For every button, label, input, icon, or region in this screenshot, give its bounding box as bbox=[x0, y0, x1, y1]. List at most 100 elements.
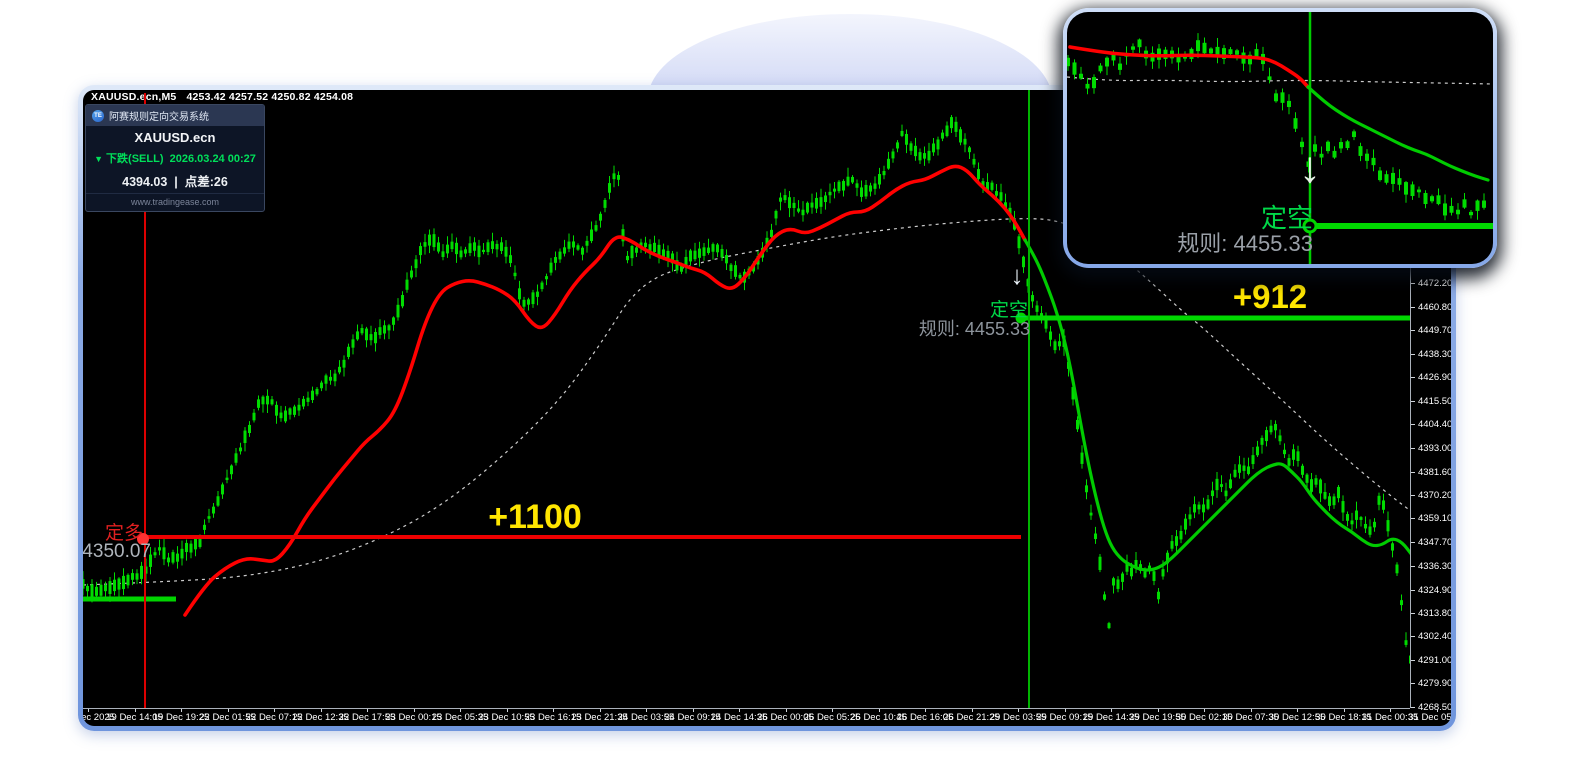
down-triangle-icon: ▼ bbox=[94, 154, 104, 164]
website-link[interactable]: www.tradingease.com bbox=[86, 193, 264, 211]
spread-value: 点差:26 bbox=[184, 175, 228, 189]
time-tick: 29 Dec 19:55 bbox=[1129, 712, 1186, 723]
price-tick: 4359.10 bbox=[1411, 513, 1451, 524]
signal-row: ▼ 下跌(SELL) 2026.03.24 00:27 bbox=[86, 148, 264, 168]
long-rule-price: 规则: 4350.07 bbox=[83, 541, 151, 562]
time-tick: 26 Dec 10:45 bbox=[850, 712, 907, 723]
time-tick-mark bbox=[971, 709, 973, 712]
time-tick: 23 Dec 00:15 bbox=[385, 712, 442, 723]
sell-arrow: ↓ bbox=[1011, 260, 1024, 290]
time-tick-mark bbox=[367, 709, 368, 712]
time-tick-mark bbox=[1390, 709, 1391, 712]
inset-chart-surface: ↓ 定空 规则: 4455.33 bbox=[1067, 12, 1493, 264]
info-panel-header: TE 阿赛规则定向交易系统 bbox=[86, 105, 264, 126]
chart-surface: XAUUSD.ecn,M5 4253.42 4257.52 4250.82 42… bbox=[83, 90, 1451, 726]
time-tick: 24 Dec 14:35 bbox=[710, 712, 768, 723]
time-tick: 31 Dec 00:35 bbox=[1361, 712, 1419, 723]
time-tick-mark bbox=[599, 709, 601, 712]
price-tick: 4393.00 bbox=[1411, 443, 1451, 454]
inset-short-label: 定空 bbox=[1260, 203, 1313, 233]
time-tick: 22 Dec 07:15 bbox=[245, 712, 303, 723]
time-tick-mark bbox=[506, 709, 508, 712]
time-tick: 31 Dec 05:55 bbox=[1408, 712, 1451, 723]
price-tick: 4291.00 bbox=[1411, 655, 1451, 666]
long-profit-label: +1100 bbox=[488, 498, 582, 536]
time-tick: 30 Dec 07:35 bbox=[1222, 712, 1279, 723]
time-tick-mark bbox=[646, 709, 647, 712]
time-tick-mark bbox=[692, 709, 694, 712]
time-tick-mark bbox=[88, 709, 89, 712]
signal-direction: 下跌(SELL) bbox=[106, 153, 164, 165]
short-profit-label: +912 bbox=[1232, 278, 1308, 315]
price-tick: 4404.40 bbox=[1411, 419, 1451, 430]
time-tick-mark bbox=[739, 709, 740, 712]
time-tick: 19 Dec 14:05 bbox=[106, 712, 163, 723]
time-tick: 26 Dec 16:05 bbox=[896, 712, 954, 723]
time-tick-mark bbox=[785, 709, 787, 712]
time-tick-mark bbox=[1111, 709, 1112, 712]
time-tick: 23 Dec 05:35 bbox=[431, 712, 489, 723]
time-tick-mark bbox=[1436, 709, 1438, 712]
signal-price: 4394.03 bbox=[122, 175, 168, 189]
time-tick: 19 Dec 2025 bbox=[83, 712, 115, 723]
time-tick-mark bbox=[1297, 709, 1298, 712]
time-tick-mark bbox=[460, 709, 461, 712]
price-tick: 4313.80 bbox=[1411, 608, 1451, 619]
short-entry-dot bbox=[1015, 312, 1027, 324]
time-tick: 23 Dec 21:35 bbox=[571, 712, 628, 723]
system-title: 阿赛规则定向交易系统 bbox=[109, 112, 209, 123]
titlebar-ohlc: 4253.42 4257.52 4250.82 4254.08 bbox=[186, 91, 354, 103]
panel-symbol: XAUUSD.ecn bbox=[134, 130, 216, 145]
price-tick: 4426.90 bbox=[1411, 372, 1451, 383]
time-tick-mark bbox=[227, 709, 229, 712]
time-tick-mark bbox=[1064, 709, 1066, 712]
time-tick-mark bbox=[181, 709, 182, 712]
time-tick: 22 Dec 17:55 bbox=[338, 712, 396, 723]
price-tick: 4279.90 bbox=[1411, 678, 1451, 689]
long-entry-dot bbox=[137, 533, 149, 545]
inset-chart-canvas: ↓ bbox=[1067, 12, 1493, 264]
price-tick: 4381.60 bbox=[1411, 467, 1451, 478]
titlebar-symbol: XAUUSD.ecn,M5 bbox=[91, 91, 177, 103]
time-tick: 29 Dec 14:35 bbox=[1082, 712, 1140, 723]
price-tick: 4370.20 bbox=[1411, 490, 1451, 501]
short-rule-price: 规则: 4455.33 bbox=[918, 319, 1030, 339]
price-row: 4394.03 | 点差:26 bbox=[86, 168, 264, 193]
price-plot[interactable]: ↓ bbox=[83, 90, 1410, 708]
main-chart-canvas[interactable]: ↓ bbox=[83, 90, 1410, 708]
zoom-inset-panel: ↓ 定空 规则: 4455.33 bbox=[1063, 8, 1497, 268]
price-tick: 4268.50 bbox=[1411, 702, 1451, 713]
price-tick: 4415.50 bbox=[1411, 396, 1451, 407]
time-tick-mark bbox=[1018, 709, 1019, 712]
time-tick: 30 Dec 02:15 bbox=[1175, 712, 1233, 723]
time-tick-mark bbox=[134, 709, 136, 712]
short-entry-dot bbox=[1302, 218, 1318, 234]
price-tick: 4438.30 bbox=[1411, 349, 1451, 360]
time-tick-mark bbox=[274, 709, 275, 712]
time-tick-mark bbox=[320, 709, 322, 712]
sell-arrow: ↓ bbox=[1299, 143, 1321, 192]
time-tick: 23 Dec 10:55 bbox=[478, 712, 535, 723]
time-tick: 26 Dec 21:25 bbox=[943, 712, 1000, 723]
brand-icon: TE bbox=[92, 109, 104, 122]
time-tick: 30 Dec 18:15 bbox=[1315, 712, 1372, 723]
time-tick: 29 Dec 03:55 bbox=[989, 712, 1047, 723]
time-tick-mark bbox=[925, 709, 926, 712]
time-tick: 30 Dec 12:55 bbox=[1268, 712, 1326, 723]
price-tick: 4449.70 bbox=[1411, 325, 1451, 336]
price-axis: 4472.20 4460.80 4449.70 4438.30 4426.90 4415.… bbox=[1410, 90, 1451, 713]
time-tick: 29 Dec 09:15 bbox=[1036, 712, 1093, 723]
price-tick: 4302.40 bbox=[1411, 631, 1451, 642]
time-tick-mark bbox=[1157, 709, 1159, 712]
time-tick-mark bbox=[413, 709, 415, 712]
signal-time: 2026.03.24 00:27 bbox=[169, 153, 256, 165]
time-tick: 24 Dec 03:55 bbox=[617, 712, 675, 723]
time-tick: 22 Dec 12:35 bbox=[292, 712, 349, 723]
inset-rule-price: 规则: 4455.33 bbox=[1177, 231, 1313, 256]
time-tick: 24 Dec 09:15 bbox=[664, 712, 721, 723]
price-tick: 4472.20 bbox=[1411, 278, 1451, 289]
separator: | bbox=[174, 175, 178, 189]
short-signal-label: 定空 bbox=[989, 300, 1028, 321]
